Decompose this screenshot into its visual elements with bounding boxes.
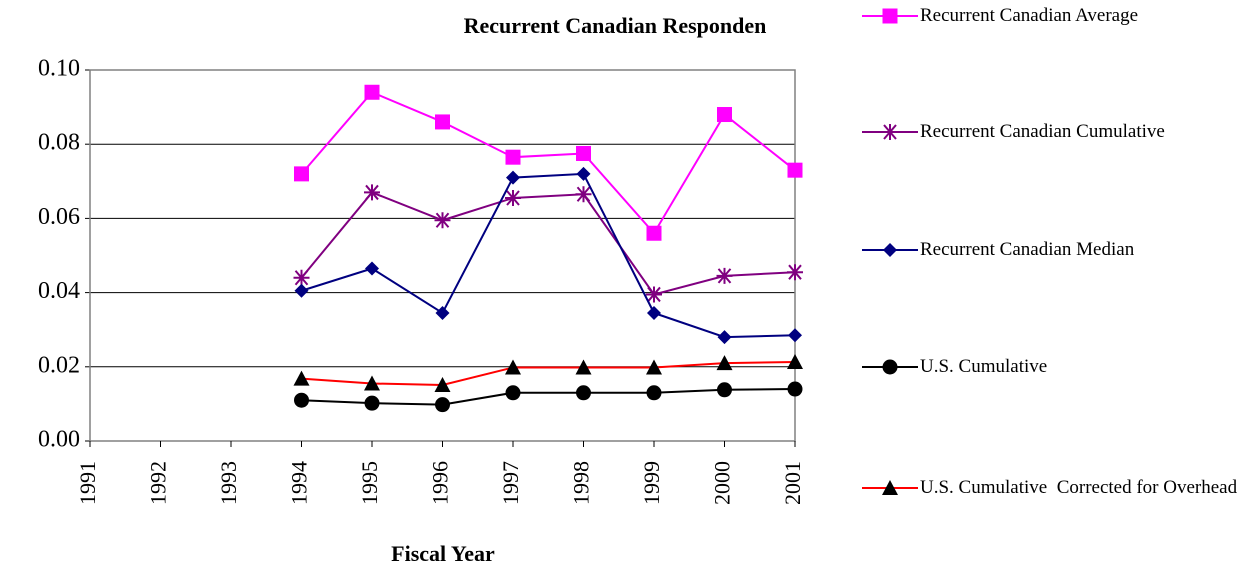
data-point (435, 397, 450, 413)
data-point (364, 184, 380, 201)
legend-swatch (862, 124, 918, 140)
data-point (576, 145, 591, 161)
series-line (301, 172, 796, 339)
y-tick-label: 0.04 (38, 278, 80, 304)
x-tick-label: 1991 (75, 461, 100, 505)
legend-swatch (862, 359, 918, 375)
y-tick-label: 0.06 (38, 204, 80, 230)
data-point (505, 149, 521, 165)
y-tick-label: 0.10 (38, 56, 80, 82)
legend-item: Recurrent Canadian Cumulative (858, 120, 1238, 144)
legend-marker (882, 359, 898, 375)
data-point (505, 189, 521, 206)
legend-item: Recurrent Canadian Median (858, 238, 1238, 262)
x-tick-label: 1998 (569, 461, 594, 505)
data-point (435, 114, 450, 130)
data-point (293, 370, 310, 386)
data-point (717, 107, 732, 123)
data-point (716, 355, 733, 371)
data-point (365, 261, 379, 276)
x-axis-title: Fiscal Year (391, 541, 495, 566)
data-point (434, 212, 451, 229)
legend-item: U.S. Cumulative Corrected for Overhead (858, 476, 1238, 500)
data-point (575, 186, 592, 203)
data-point (294, 166, 309, 182)
chart-title: Recurrent Canadian Responden (464, 13, 767, 38)
legend-label: Recurrent Canadian Cumulative (920, 121, 1165, 142)
y-tick-label: 0.08 (38, 130, 80, 156)
data-point (364, 375, 380, 391)
legend-marker (882, 124, 898, 140)
data-point (435, 306, 450, 321)
data-point (646, 286, 662, 303)
data-point (505, 359, 521, 375)
legend-label: Recurrent Canadian Average (920, 5, 1139, 26)
legend-label: U.S. Cumulative (920, 356, 1048, 377)
data-point (787, 353, 803, 369)
series-line (301, 388, 796, 406)
legend-item: Recurrent Canadian Average (858, 4, 1238, 28)
x-tick-label: 1995 (357, 461, 382, 505)
data-point (646, 385, 662, 401)
data-point (364, 395, 380, 411)
data-point (788, 328, 802, 343)
x-tick-label: 1996 (428, 461, 453, 505)
data-point (646, 359, 662, 375)
x-tick-label: 2001 (780, 461, 805, 505)
legend-swatch (862, 8, 918, 24)
data-point (506, 170, 520, 185)
series-line (300, 191, 796, 296)
legend-label: U.S. Cumulative Corrected for Overhead (920, 477, 1238, 498)
legend-swatch (862, 243, 918, 257)
data-point (716, 267, 733, 284)
x-tick-label: 1997 (498, 461, 523, 505)
data-point (787, 264, 803, 281)
data-point (646, 225, 662, 241)
data-point (505, 385, 521, 401)
x-tick-label: 1994 (287, 461, 312, 505)
data-point (717, 330, 732, 345)
legend-marker (882, 480, 898, 495)
x-tick-label: 2000 (710, 461, 735, 505)
data-point (294, 392, 309, 408)
chart: Recurrent Canadian Responden Fiscal Year… (38, 13, 805, 566)
data-point (575, 359, 592, 375)
x-tick-label: 1999 (639, 461, 664, 505)
series-line (300, 91, 796, 235)
data-point (293, 269, 310, 286)
data-point (576, 166, 591, 181)
y-tick-label: 0.00 (38, 427, 80, 453)
y-tick-label: 0.02 (38, 352, 80, 378)
data-point (434, 376, 451, 392)
data-point (787, 381, 803, 397)
data-point (364, 84, 380, 100)
data-point (717, 382, 732, 398)
legend-marker (882, 8, 898, 24)
legend-marker (883, 243, 897, 257)
data-point (787, 162, 803, 178)
data-point (294, 283, 309, 298)
x-tick-label: 1992 (146, 461, 171, 505)
data-point (647, 306, 661, 321)
data-point (576, 385, 591, 401)
series-line (301, 360, 796, 386)
legend-item: U.S. Cumulative (858, 355, 1238, 379)
x-tick-label: 1993 (216, 461, 241, 505)
legend-swatch (862, 480, 918, 495)
legend: Recurrent Canadian Average Recurrent Cana… (858, 0, 1243, 578)
legend-label: Recurrent Canadian Median (920, 239, 1135, 260)
